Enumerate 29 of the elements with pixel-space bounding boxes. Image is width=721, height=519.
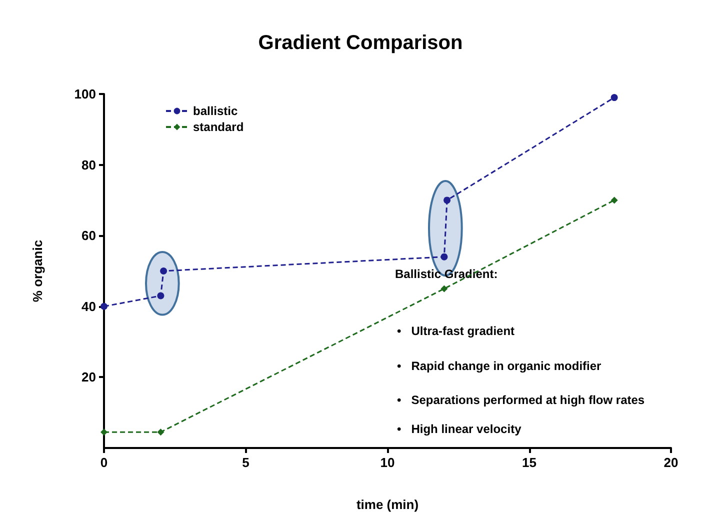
y-tick-label: 40 — [82, 298, 96, 314]
point — [444, 196, 451, 204]
y-tick-label: 60 — [82, 228, 96, 244]
x-tick-label: 15 — [522, 455, 536, 470]
point — [440, 253, 448, 260]
point — [610, 94, 618, 102]
annotation: • Separations performed at high flow rates — [397, 393, 645, 407]
chart-title: Gradient Comparison — [258, 32, 463, 54]
y-tick-label: 80 — [82, 157, 96, 172]
point — [440, 285, 448, 292]
y-tick-label: 20 — [82, 370, 96, 385]
point — [100, 428, 108, 436]
legend-label: ballistic — [193, 104, 238, 118]
legend-label: standard — [193, 120, 244, 134]
point — [157, 292, 164, 300]
x-tick-label: 20 — [664, 455, 678, 470]
point — [610, 196, 618, 204]
x-tick-label: 10 — [380, 455, 395, 470]
y-axis-title: % organic — [30, 240, 45, 302]
annotation: • High linear velocity — [397, 422, 522, 436]
x-tick-label: 5 — [242, 455, 250, 470]
annotation: • Ultra-fast gradient — [397, 324, 515, 338]
point — [157, 428, 164, 436]
y-tick-label: 100 — [74, 86, 96, 102]
x-tick-label: 0 — [100, 455, 108, 470]
point — [100, 302, 108, 310]
x-axis-title: time (min) — [356, 497, 419, 512]
point — [160, 268, 168, 274]
annotation: • Rapid change in organic modifier — [397, 359, 602, 373]
